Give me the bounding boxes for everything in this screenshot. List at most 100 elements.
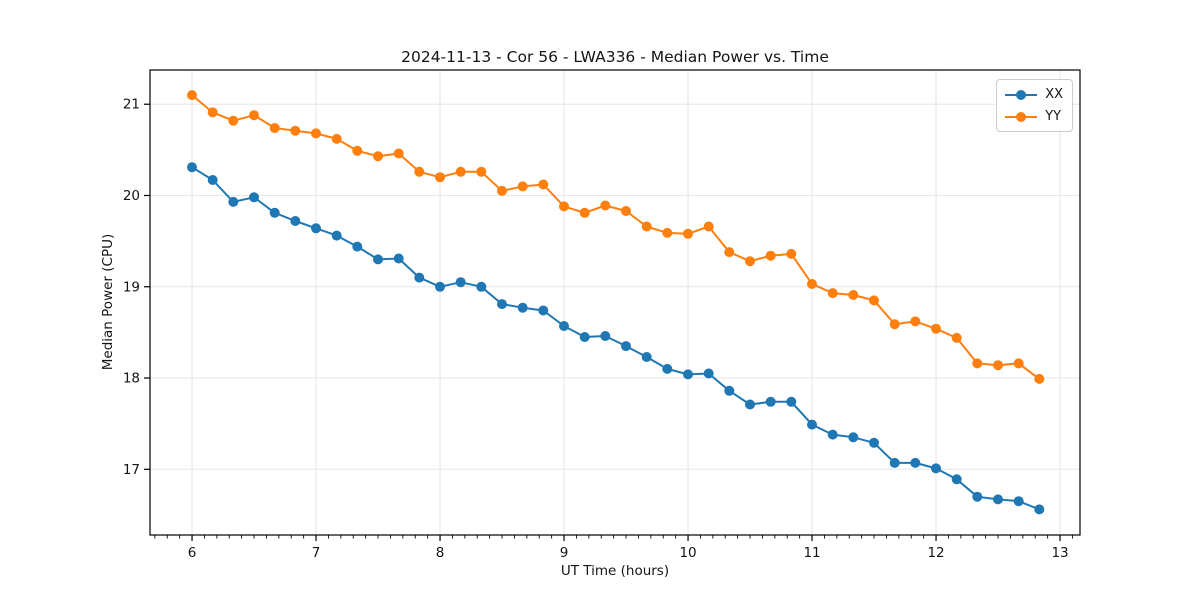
series-xx-marker xyxy=(228,196,239,207)
series-yy-marker xyxy=(848,290,859,300)
series-xx-marker xyxy=(373,254,383,265)
y-tick-label: 17 xyxy=(123,462,140,478)
series-xx-marker xyxy=(331,230,342,241)
series-xx-marker xyxy=(393,253,404,264)
series-xx-marker xyxy=(951,474,962,485)
series-xx-marker xyxy=(869,437,879,448)
series-xx-marker xyxy=(207,175,218,185)
series-yy-marker xyxy=(745,256,755,267)
series-yy-marker xyxy=(972,358,983,369)
series-yy-marker xyxy=(290,125,301,136)
series-xx-marker xyxy=(476,281,487,292)
series-xx-marker xyxy=(269,207,280,218)
x-tick-label: 12 xyxy=(927,545,944,561)
legend-item-yy: YY xyxy=(1004,107,1063,126)
series-xx-marker xyxy=(641,352,652,362)
series-xx-marker xyxy=(786,396,797,407)
series-yy-marker xyxy=(910,316,921,327)
y-tick-label: 19 xyxy=(123,279,140,295)
legend-label-yy: YY xyxy=(1045,109,1062,124)
series-yy-marker xyxy=(373,151,383,162)
series-xx-marker xyxy=(972,491,983,502)
chart-title: 2024-11-13 - Cor 56 - LWA336 - Median Po… xyxy=(401,48,829,66)
series-yy-marker xyxy=(807,279,817,289)
series-yy-marker xyxy=(724,247,735,258)
x-tick-label: 13 xyxy=(1051,545,1068,561)
legend: XX YY xyxy=(996,79,1073,132)
series-xx-marker xyxy=(889,457,900,468)
y-axis-label: Median Power (CPU) xyxy=(100,233,116,371)
x-tick-label: 7 xyxy=(312,545,321,561)
series-yy-marker xyxy=(538,179,549,190)
series-xx-marker xyxy=(1034,504,1045,515)
x-tick-label: 6 xyxy=(188,545,197,561)
series-xx-marker xyxy=(290,216,301,226)
series-xx-marker xyxy=(435,281,445,292)
series-xx-marker xyxy=(600,331,611,341)
y-tick-label: 20 xyxy=(123,188,140,204)
series-yy-marker xyxy=(889,319,900,330)
series-xx-marker xyxy=(1013,496,1024,507)
series-yy-marker xyxy=(476,166,487,177)
series-yy-marker xyxy=(827,288,838,299)
series-yy-marker xyxy=(249,110,259,121)
series-xx-marker xyxy=(848,432,859,443)
series-yy-marker xyxy=(311,128,321,139)
series-xx-marker xyxy=(352,241,363,252)
series-yy-marker xyxy=(579,207,590,218)
series-xx-marker xyxy=(621,341,631,352)
x-tick-label: 8 xyxy=(436,545,445,561)
series-xx-marker xyxy=(703,368,714,379)
series-xx-marker xyxy=(414,272,425,283)
series-xx-marker xyxy=(662,363,673,374)
series-xx-marker xyxy=(724,385,735,396)
series-yy-marker xyxy=(641,221,652,232)
series-xx-marker xyxy=(497,299,507,310)
series-xx-marker xyxy=(745,399,755,410)
y-tick-label: 21 xyxy=(123,97,140,113)
series-yy-marker xyxy=(621,206,631,216)
legend-label-xx: XX xyxy=(1045,87,1063,102)
series-yy-marker xyxy=(703,221,714,232)
series-yy-marker xyxy=(683,228,693,239)
series-xx-line xyxy=(191,166,1041,511)
series-yy-marker xyxy=(951,332,962,343)
series-yy-marker xyxy=(455,166,466,177)
series-yy-marker xyxy=(352,145,363,156)
series-xx-marker xyxy=(249,192,259,203)
series-xx-marker xyxy=(311,223,321,234)
series-yy-marker xyxy=(662,227,673,238)
series-yy-marker xyxy=(786,248,797,259)
series-xx-marker xyxy=(455,277,466,288)
series-yy-line xyxy=(191,94,1041,380)
series-xx-marker xyxy=(559,321,569,331)
series-xx-marker xyxy=(187,162,197,173)
series-xx-marker xyxy=(517,302,528,313)
series-xx-marker xyxy=(993,494,1003,505)
series-xx-marker xyxy=(931,463,941,474)
series-yy-marker xyxy=(765,250,776,261)
legend-item-xx: XX xyxy=(1004,85,1063,104)
series-yy-marker xyxy=(993,360,1003,371)
plot-border xyxy=(149,69,1081,536)
series-yy-marker xyxy=(331,133,342,144)
series-xx-marker xyxy=(910,457,921,468)
series-yy-marker xyxy=(393,148,404,159)
series-xx-marker xyxy=(538,305,549,316)
x-tick-label: 11 xyxy=(803,545,820,561)
series-yy-marker xyxy=(269,123,280,133)
series-yy-marker xyxy=(600,200,611,211)
series-xx-marker xyxy=(579,332,590,342)
series-yy-marker xyxy=(207,107,218,118)
series-xx-marker xyxy=(807,419,817,430)
series-yy-marker xyxy=(517,181,528,192)
series-yy-marker xyxy=(228,115,239,126)
x-tick-label: 9 xyxy=(560,545,569,561)
legend-line-sample-yy xyxy=(1005,111,1038,122)
series-yy-marker xyxy=(187,90,197,101)
series-yy-marker xyxy=(497,185,507,196)
series-xx-marker xyxy=(827,429,838,440)
series-xx-marker xyxy=(765,396,776,407)
